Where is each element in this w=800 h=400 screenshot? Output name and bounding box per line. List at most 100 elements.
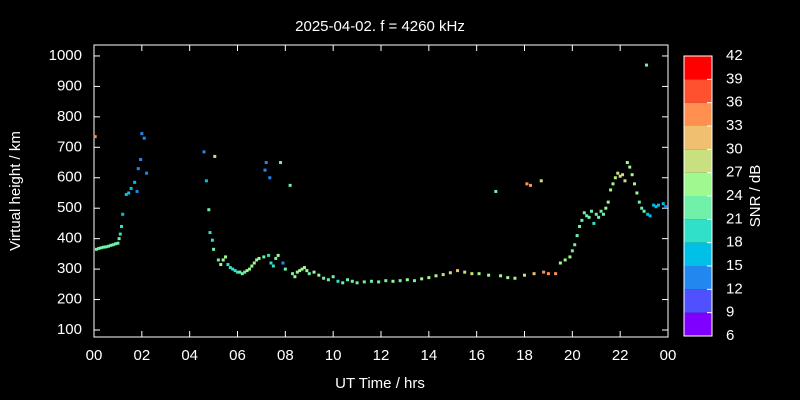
y-tick-label: 800 [57,108,82,125]
data-point [93,135,97,139]
data-point [99,246,103,250]
data-point [279,161,283,165]
data-point [97,246,101,250]
data-point [542,270,546,274]
data-point [204,179,208,183]
data-point [539,179,543,183]
data-point [513,276,517,280]
data-point [312,270,316,274]
colorbar-band [684,102,712,126]
data-point [456,269,460,273]
data-point [384,279,388,283]
colorbar-band [684,242,712,266]
data-point [264,161,268,165]
colorbar-tick-label: 24 [726,187,743,204]
data-point [599,209,603,213]
data-point [644,63,648,67]
data-point [202,150,206,154]
data-point [263,168,267,172]
data-point [288,183,292,187]
data-point [307,272,311,276]
plot-frame [93,44,669,338]
data-point [226,263,230,267]
data-point [114,242,118,246]
data-point [293,275,297,279]
x-tick-label: 16 [468,347,485,364]
data-point [271,264,275,268]
data-point [592,221,596,225]
data-point [127,191,131,195]
data-point [532,272,536,276]
data-point [594,212,598,216]
data-point [616,171,620,175]
y-tick-label: 300 [57,260,82,277]
y-tick-label: 700 [57,138,82,155]
colorbar-tick-label: 36 [726,94,743,111]
data-point [281,261,285,265]
data-point [470,272,474,276]
colorbar-label: SNR / dB [747,165,764,228]
data-point [661,202,665,206]
data-point [463,270,467,274]
data-point [326,278,330,282]
y-tick-label: 500 [57,199,82,216]
data-point [654,205,658,209]
data-point [135,189,139,193]
data-point [121,212,125,216]
data-point [109,243,113,247]
data-point [391,279,395,283]
chart-title: 2025-04-02. f = 4260 kHz [295,18,465,35]
data-point [621,173,625,177]
data-point [575,234,579,238]
x-axis-label: UT Time / hrs [335,375,425,392]
y-tick-label: 400 [57,230,82,247]
data-point [609,188,613,192]
data-point [262,255,266,259]
data-point [582,211,586,215]
x-tick-label: 14 [420,347,437,364]
data-point [630,173,634,177]
colorbar-band [684,266,712,290]
x-tick-label: 18 [516,347,533,364]
data-point [224,255,228,259]
data-point [604,206,608,210]
data-point [117,237,121,241]
data-point [139,157,143,161]
data-point [506,276,510,280]
data-point [300,267,304,271]
data-point [120,224,124,228]
colorbar-tick-label: 42 [726,47,743,64]
data-point [216,258,220,262]
x-tick-label: 06 [229,347,246,364]
data-point [129,186,133,190]
colorbar-band [684,289,712,313]
data-point [570,249,574,253]
colorbar-band [684,56,712,80]
data-point [274,256,278,260]
data-point [142,136,146,140]
data-point [652,203,656,207]
data-point [618,174,622,178]
data-point [528,183,532,187]
data-point [210,238,214,242]
colorbar-tick-label: 30 [726,140,743,157]
data-point [494,189,498,193]
data-point [243,270,247,274]
data-point [648,214,652,218]
data-point [269,261,273,265]
data-point [587,215,591,219]
data-point [606,200,610,204]
data-point [656,203,660,207]
data-point [362,280,366,284]
data-point [276,253,280,257]
data-point [238,270,242,274]
x-tick-label: 22 [612,347,629,364]
data-point [250,264,254,268]
colorbar-tick-label: 27 [726,164,743,181]
data-point [298,269,302,273]
data-point [646,212,650,216]
data-point [563,258,567,262]
data-point [398,279,402,283]
data-point [302,266,306,270]
data-point [116,241,120,245]
